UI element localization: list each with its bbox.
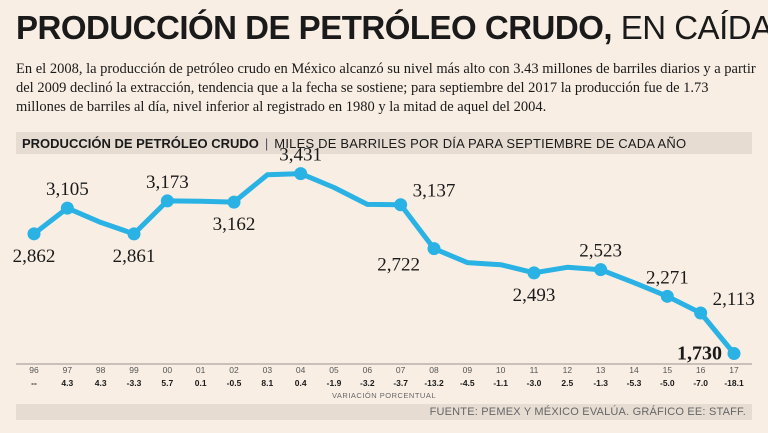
- data-point: [127, 227, 141, 241]
- data-point: [594, 263, 608, 277]
- data-label: 3,105: [46, 179, 89, 200]
- data-label: 1,730: [677, 343, 722, 365]
- chart-subheader: PRODUCCIÓN DE PETRÓLEO CRUDO | MILES DE …: [16, 132, 752, 154]
- variation-value: -4.5: [460, 378, 475, 388]
- data-label: 2,523: [579, 241, 622, 262]
- variation-value: -1.3: [593, 378, 608, 388]
- x-tick-label: 14: [629, 365, 639, 375]
- variation-value: -5.0: [660, 378, 675, 388]
- title-bold: PRODUCCIÓN DE PETRÓLEO CRUDO,: [16, 9, 613, 46]
- data-label: 2,493: [513, 285, 556, 306]
- data-point: [427, 242, 441, 256]
- variation-value: -18.1: [724, 378, 744, 388]
- variation-value: 8.1: [261, 378, 273, 388]
- x-tick-label: 15: [663, 365, 673, 375]
- data-point: [160, 194, 174, 208]
- x-tick-label: 04: [296, 365, 306, 375]
- variation-value: -1.9: [327, 378, 342, 388]
- variation-value: -7.0: [693, 378, 708, 388]
- data-point: [27, 227, 41, 241]
- chart-title: PRODUCCIÓN DE PETRÓLEO CRUDO: [22, 135, 259, 151]
- variation-value: -13.2: [424, 378, 444, 388]
- data-point: [727, 347, 741, 361]
- variation-value: 5.7: [161, 378, 173, 388]
- data-point: [60, 201, 74, 215]
- variation-value: --: [31, 378, 37, 388]
- data-label: 2,861: [113, 246, 156, 267]
- x-tick-label: 11: [530, 365, 539, 375]
- series-line: [31, 171, 737, 356]
- data-label: 2,722: [377, 255, 420, 276]
- variation-value: -3.0: [527, 378, 542, 388]
- x-tick-label: 05: [329, 365, 339, 375]
- data-label: 3,137: [413, 181, 456, 202]
- chart-units-label: MILES DE BARRILES POR DÍA PARA SEPTIEMBR…: [274, 135, 687, 151]
- variation-value: -3.2: [360, 378, 375, 388]
- page-title: PRODUCCIÓN DE PETRÓLEO CRUDO, EN CAÍDA: [16, 8, 768, 48]
- subheader-separator: |: [264, 135, 269, 151]
- data-point: [394, 198, 408, 212]
- x-tick-label: 03: [263, 365, 273, 375]
- data-label: 3,173: [146, 172, 189, 193]
- x-tick-label: 08: [429, 365, 439, 375]
- data-label: 3,162: [213, 214, 256, 235]
- variation-value: 2.5: [561, 378, 573, 388]
- data-point: [294, 167, 308, 181]
- data-point: [660, 289, 674, 303]
- x-tick-label: 98: [96, 365, 106, 375]
- variation-value: 0.1: [195, 378, 207, 388]
- data-point: [227, 195, 241, 209]
- x-tick-label: 07: [396, 365, 406, 375]
- x-tick-label: 13: [596, 365, 606, 375]
- variation-value: -1.1: [493, 378, 508, 388]
- intro-paragraph: En el 2008, la producción de petróleo cr…: [16, 61, 756, 115]
- x-tick-label: 96: [29, 365, 39, 375]
- source-footer: FUENTE: PEMEX Y MÉXICO EVALÚA. GRÁFICO E…: [16, 404, 752, 420]
- x-tick-label: 99: [129, 365, 139, 375]
- variation-value: -5.3: [627, 378, 642, 388]
- x-tick-label: 17: [729, 365, 739, 375]
- variation-value: 0.4: [295, 378, 307, 388]
- x-tick-label: 97: [63, 365, 73, 375]
- data-point: [527, 266, 541, 280]
- variation-value: -0.5: [227, 378, 242, 388]
- x-tick-label: 12: [563, 365, 573, 375]
- data-point: [694, 306, 708, 320]
- title-light: EN CAÍDA: [620, 9, 768, 46]
- data-label: 3,431: [279, 145, 322, 166]
- data-label: 2,113: [713, 289, 755, 310]
- x-tick-label: 16: [696, 365, 706, 375]
- variation-value: 4.3: [95, 378, 107, 388]
- variation-value: 4.3: [61, 378, 73, 388]
- variation-value: -3.3: [127, 378, 142, 388]
- x-tick-label: 09: [463, 365, 473, 375]
- x-tick-label: 00: [163, 365, 173, 375]
- variation-value: -3.7: [393, 378, 408, 388]
- variation-axis-label: VARIACIÓN PORCENTUAL: [332, 391, 436, 400]
- x-tick-label: 02: [229, 365, 239, 375]
- x-tick-label: 06: [363, 365, 373, 375]
- data-label: 2,271: [646, 267, 689, 288]
- x-tick-label: 10: [496, 365, 506, 375]
- x-tick-label: 01: [196, 365, 206, 375]
- data-label: 2,862: [13, 246, 56, 267]
